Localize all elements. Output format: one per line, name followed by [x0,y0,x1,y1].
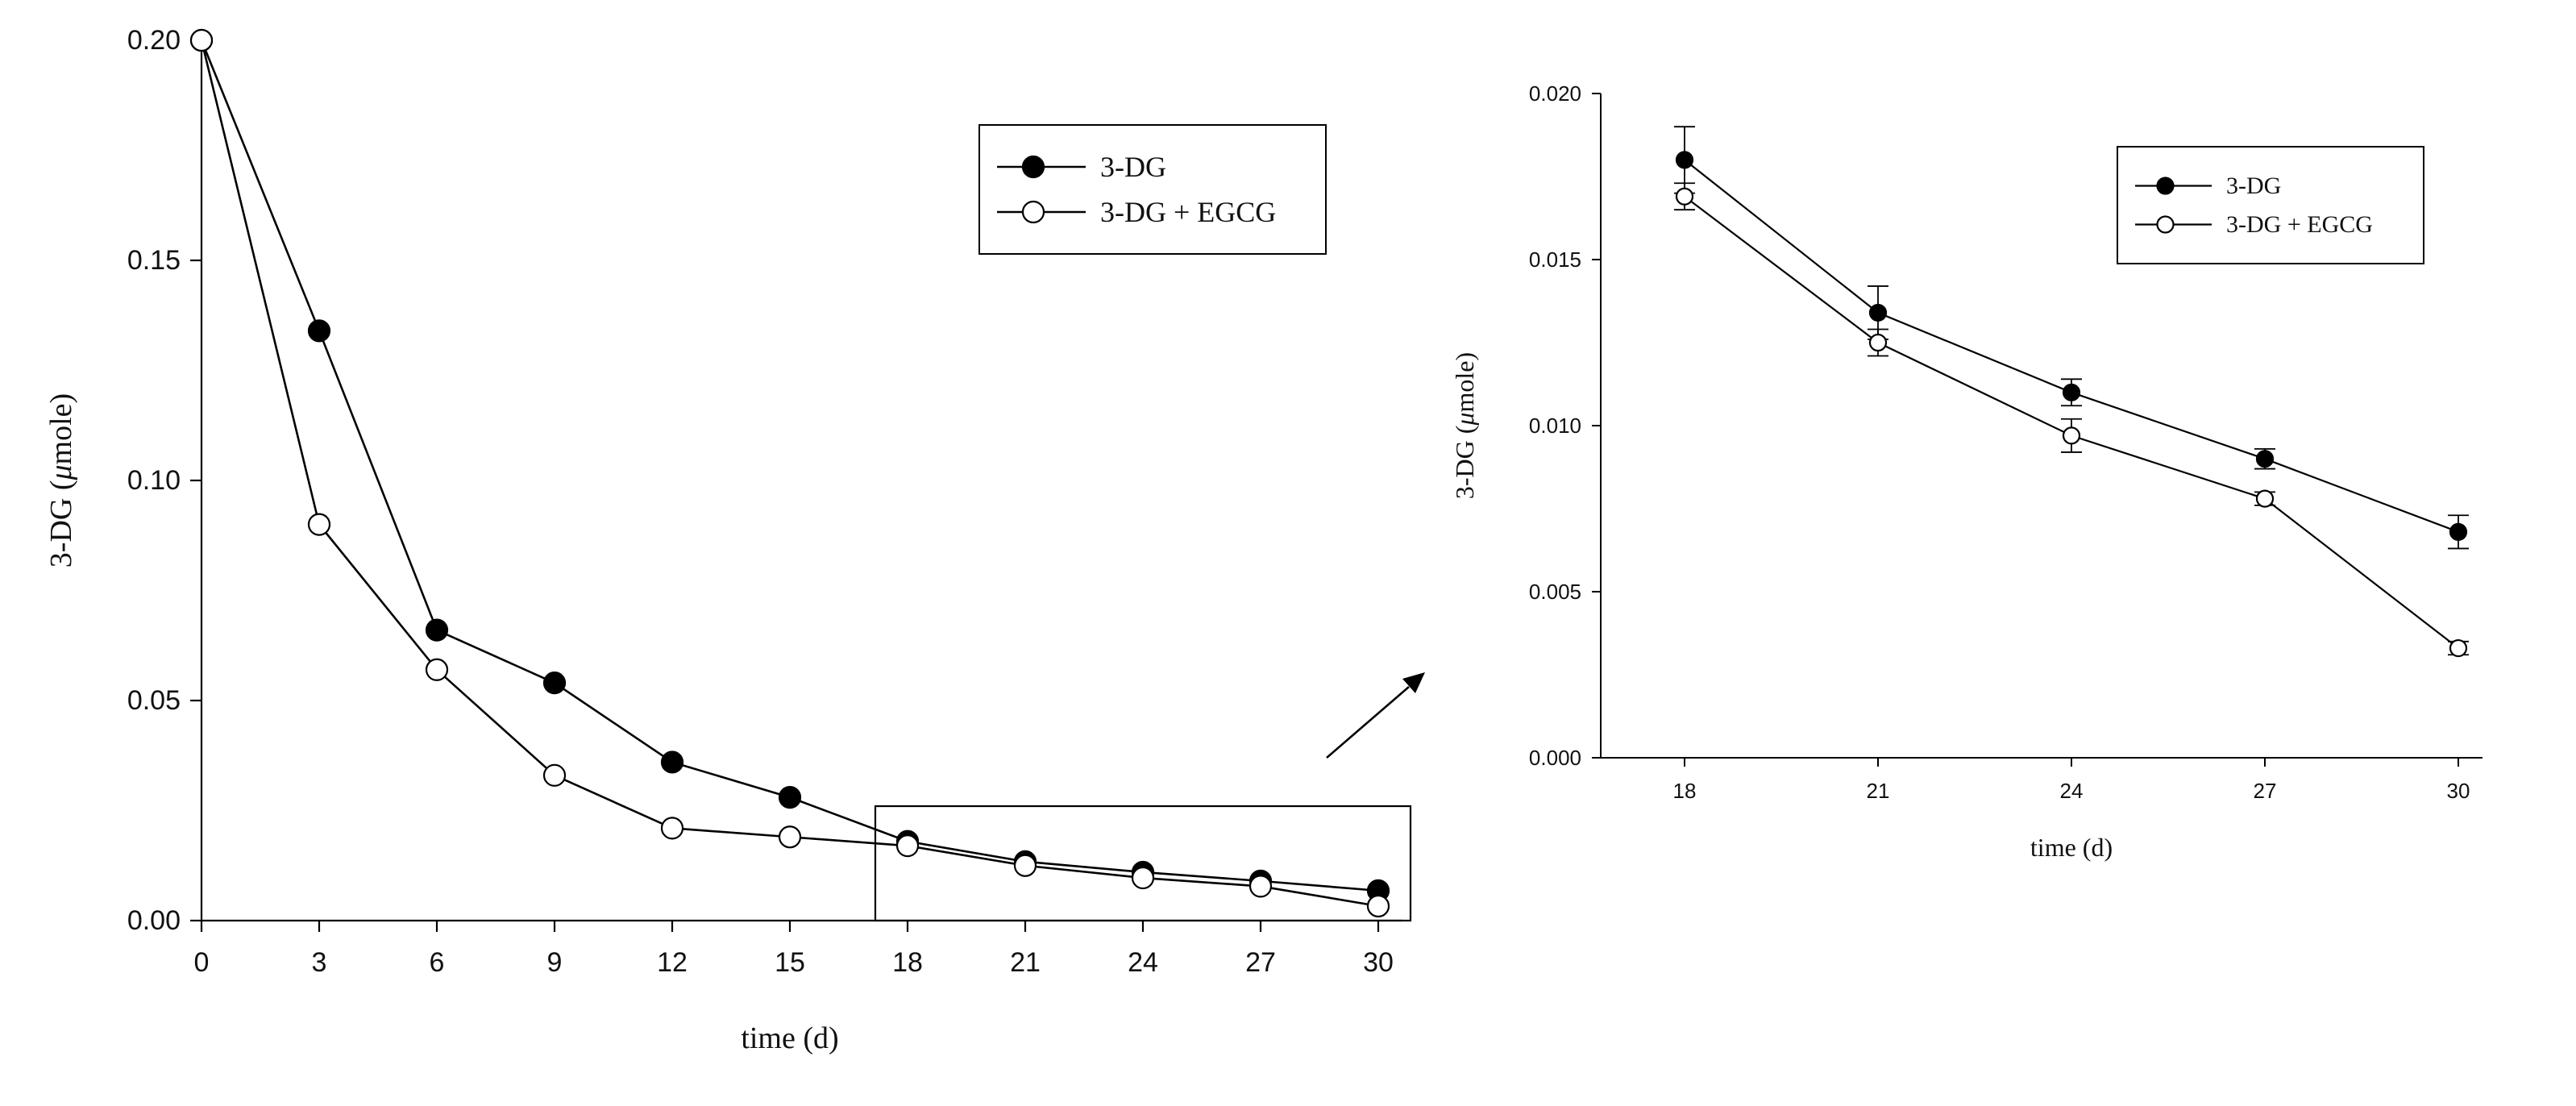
data-point-three-dg-egcg [307,513,331,536]
legend-label: 3-DG [2226,173,2281,199]
data-point-three-dg [1675,151,1694,169]
y-tick-label: 0.000 [1529,746,1581,770]
data-point-three-dg-egcg [2255,489,2275,508]
main-chart: 0.00 0.05 0.10 0.15 0.20 0 3 6 9 12 15 18 21 24 27 30 ti… [44,25,1402,1055]
legend-box [2117,146,2424,264]
y-axis-title: 3-DG (μmole) [1450,352,1479,499]
x-tick-label: 6 [430,947,445,978]
data-point-three-dg [307,319,331,343]
x-tick-label: 3 [312,947,327,978]
data-point-three-dg-egcg [1366,894,1390,918]
y-tick-label: 0.20 [127,25,181,56]
x-tick-label: 27 [2254,779,2277,803]
data-point-three-dg [2062,383,2081,401]
x-tick-label: 30 [1363,947,1394,978]
zoom-arrow-head [1402,672,1425,693]
y-axis-title: 3-DG (μmole) [44,393,78,568]
x-tick-label: 21 [1010,947,1041,978]
x-axis-title: time (d) [2030,833,2113,862]
zoom-callout [874,672,1425,922]
data-point-three-dg [2255,450,2275,468]
y-axis-title-part: 3-DG ( [44,480,78,568]
data-point-three-dg [2449,522,2468,541]
y-tick-label: 0.005 [1529,580,1581,604]
x-tick-label: 0 [194,947,210,978]
data-point-three-dg [778,786,802,809]
data-point-three-dg-egcg [542,763,567,787]
legend-label: 3-DG + EGCG [2226,211,2373,238]
y-tick-label: 0.05 [127,685,181,716]
data-point-three-dg-egcg [660,817,684,840]
data-point-three-dg [1868,303,1888,322]
data-point-three-dg-egcg [1131,866,1155,890]
legend-label: 3-DG + EGCG [1100,196,1276,228]
x-tick-label: 12 [657,947,688,978]
legend-label: 3-DG [1100,151,1166,183]
data-point-three-dg-egcg [1013,854,1037,877]
data-point-three-dg [542,672,567,695]
zoom-arrow-shaft [1326,686,1410,759]
x-tick-label: 24 [2060,779,2084,803]
data-point-three-dg-egcg [1249,875,1273,898]
data-point-three-dg-egcg [189,28,214,52]
x-tick-label: 9 [547,947,563,978]
legend-marker [2156,215,2175,234]
x-axis-title: time (d) [741,1021,838,1055]
x-tick-label: 24 [1128,947,1158,978]
y-tick-label: 0.015 [1529,247,1581,272]
data-point-three-dg-egcg [1868,333,1888,352]
legend-box [978,124,1327,255]
data-point-three-dg-egcg [895,834,920,858]
legend-marker [1021,155,1045,179]
data-point-three-dg [660,750,684,774]
data-point-three-dg [425,618,449,642]
y-axis-title-part: mole) [44,393,78,465]
x-tick-label: 18 [1673,779,1697,803]
zoom-region-box [874,805,1412,922]
legend-marker [2156,177,2175,195]
y-axis-title-mu: μ [44,464,78,480]
y-axis-title-part: 3-DG ( [1450,426,1479,500]
inset-chart: 0.000 0.005 0.010 0.015 0.020 18 21 24 27 30 time … [1450,81,2483,862]
x-tick-label: 15 [775,947,805,978]
legend-marker [1021,200,1045,224]
y-axis-title-part: mole) [1450,352,1479,413]
x-tick-label: 30 [2447,779,2470,803]
data-point-three-dg-egcg [1675,187,1694,206]
x-tick-label: 27 [1245,947,1276,978]
data-point-three-dg-egcg [425,658,449,681]
y-tick-label: 0.020 [1529,81,1581,106]
y-tick-label: 0.10 [127,465,181,496]
data-point-three-dg-egcg [2449,638,2468,658]
y-tick-label: 0.15 [127,245,181,276]
data-point-three-dg-egcg [2062,426,2081,445]
data-point-three-dg-egcg [778,825,802,849]
y-tick-label: 0.00 [127,905,181,936]
x-tick-label: 21 [1867,779,1890,803]
x-tick-label: 18 [892,947,923,978]
y-axis-title-mu: μ [1450,413,1479,426]
y-tick-label: 0.010 [1529,414,1581,438]
